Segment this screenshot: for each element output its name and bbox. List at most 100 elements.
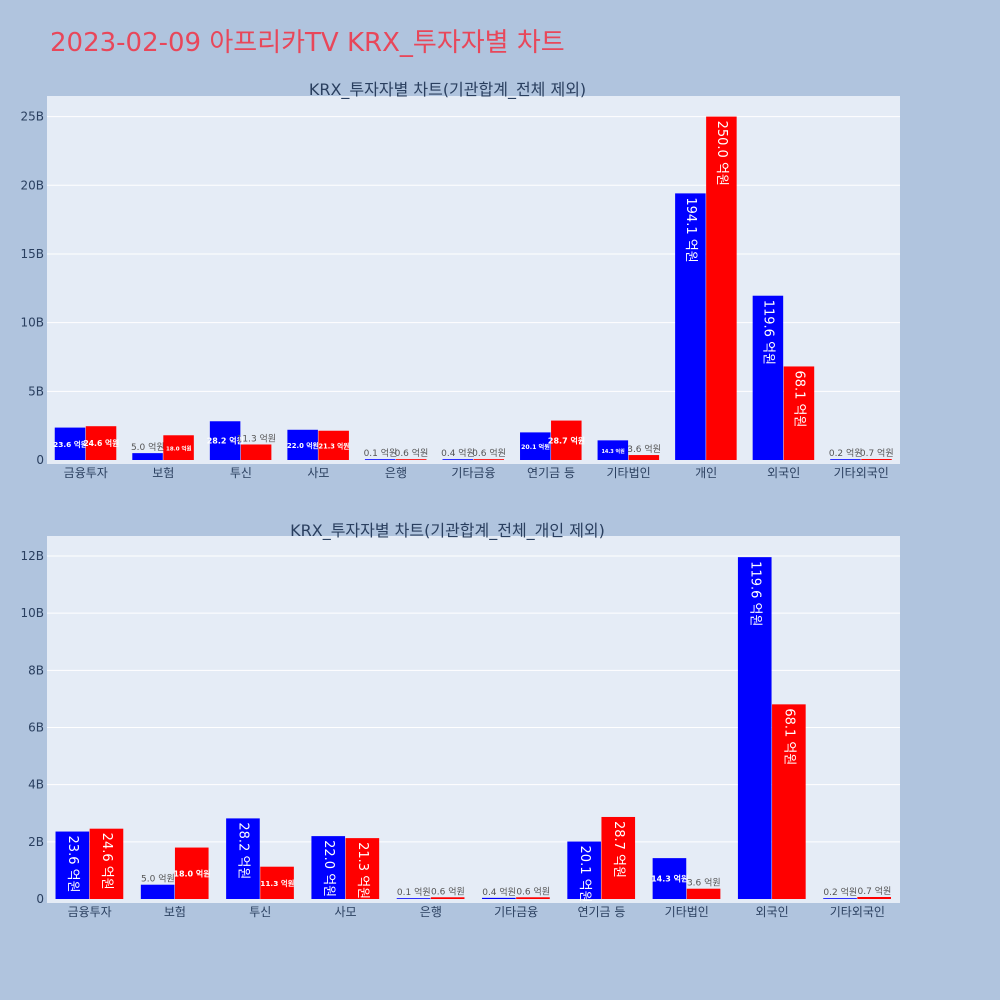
data-label: 68.1 억원 <box>792 370 807 427</box>
data-label: 119.6 억원 <box>761 300 776 365</box>
x-tick-label: 기타외국인 <box>834 466 889 480</box>
y-tick-label: 0 <box>36 892 44 906</box>
data-label: 22.0 억원 <box>321 840 336 897</box>
data-label: 11.3 억원 <box>260 879 294 888</box>
x-tick-label: 외국인 <box>767 466 800 480</box>
y-tick-label: 8B <box>28 663 44 677</box>
data-label: 20.1 억원 <box>577 846 592 903</box>
chart-title: KRX_투자자별 차트(기관합계_전체_개인 제외) <box>290 521 605 541</box>
y-tick-label: 20B <box>20 178 44 192</box>
data-label: 21.3 억원 <box>319 441 350 450</box>
data-label: 0.4 억원 <box>482 886 516 898</box>
x-tick-label: 사모 <box>335 905 357 919</box>
data-label: 250.0 억원 <box>714 121 729 186</box>
data-label: 0.7 억원 <box>858 885 892 897</box>
x-tick-label: 은행 <box>420 904 442 919</box>
x-tick-label: 개인 <box>695 466 717 480</box>
x-tick-label: 기타금융 <box>494 905 538 919</box>
x-tick-label: 은행 <box>385 465 407 480</box>
data-label: 23.6 억원 <box>53 440 88 449</box>
y-tick-label: 10B <box>20 316 44 330</box>
bar-buy <box>823 898 857 899</box>
bar-buy <box>652 858 687 899</box>
data-label: 0.1 억원 <box>397 886 431 898</box>
bar-sell <box>601 816 636 899</box>
bar-buy <box>442 459 473 460</box>
x-tick-label: 금융투자 <box>68 905 112 919</box>
bar-sell <box>89 828 124 899</box>
x-tick-label: 투신 <box>230 466 252 480</box>
bar-sell <box>783 366 815 460</box>
bar-sell <box>516 897 550 899</box>
x-tick-label: 금융투자 <box>64 466 108 480</box>
data-label: 28.7 억원 <box>548 435 585 445</box>
data-label: 68.1 억원 <box>782 708 797 765</box>
x-tick-label: 기타금융 <box>451 466 495 480</box>
data-label: 14.3 억원 <box>601 448 625 455</box>
chart-2: KRX_투자자별 차트(기관합계_전체_개인 제외) 0 2B 4B 6B 8B 10B 12… <box>20 521 900 919</box>
bar-sell <box>85 426 117 460</box>
data-label: 0.1 억원 <box>364 447 398 459</box>
data-label: 0.6 억원 <box>431 885 465 897</box>
data-label: 28.7 억원 <box>611 821 626 878</box>
bar-sell <box>345 838 380 899</box>
x-tick-label: 기타외국인 <box>830 905 885 919</box>
data-label: 11.3 억원 <box>237 432 276 444</box>
bar-sell <box>318 430 349 460</box>
data-label: 0.6 억원 <box>516 885 550 897</box>
bar-buy <box>752 295 784 460</box>
bar-sell <box>861 459 892 460</box>
bar-buy <box>226 818 260 899</box>
bar-sell <box>628 455 660 460</box>
data-label: 5.0 억원 <box>141 873 175 885</box>
y-tick-label: 2B <box>28 835 44 849</box>
x-tick-label: 기타법인 <box>665 905 709 919</box>
data-label: 18.0 억원 <box>173 868 210 878</box>
bar-buy <box>597 440 629 460</box>
data-label: 28.2 억원 <box>207 436 244 446</box>
data-label: 21.3 억원 <box>355 842 370 899</box>
chart-1: KRX_투자자별 차트(기관합계_전체 제외) 0 5B 10B 15B 20B 25B 금융… <box>20 80 900 480</box>
y-tick-label: 0 <box>36 453 44 467</box>
data-label: 24.6 억원 <box>83 438 119 448</box>
x-tick-label: 연기금 등 <box>527 466 575 480</box>
data-label: 0.2 억원 <box>823 886 857 898</box>
data-label: 24.6 억원 <box>99 833 114 890</box>
data-label: 0.7 억원 <box>860 447 894 459</box>
bar-buy <box>364 459 396 460</box>
bar-sell <box>430 897 465 899</box>
data-label: 0.6 억원 <box>472 447 506 459</box>
x-tick-label: 투신 <box>249 905 271 919</box>
x-tick-label: 외국인 <box>755 905 788 919</box>
y-tick-label: 4B <box>28 778 44 792</box>
bar-sell <box>240 444 272 460</box>
x-tick-label: 연기금 등 <box>577 905 625 919</box>
bar-buy <box>287 429 318 460</box>
bar-buy <box>482 897 516 899</box>
y-tick-label: 10B <box>20 606 44 620</box>
data-label: 18.0 억원 <box>166 445 192 453</box>
chart-title: KRX_투자자별 차트(기관합계_전체 제외) <box>309 80 586 100</box>
data-label: 14.3 억원 <box>651 874 688 884</box>
y-tick-label: 6B <box>28 721 44 735</box>
bar-buy <box>737 557 772 899</box>
bar-buy <box>55 831 90 899</box>
data-label: 5.0 억원 <box>131 441 165 453</box>
y-tick-label: 15B <box>20 247 44 261</box>
data-label: 119.6 억원 <box>747 561 762 626</box>
bar-buy <box>209 421 241 460</box>
bar-buy <box>567 841 601 899</box>
bar-buy <box>520 432 551 460</box>
bar-buy <box>140 884 175 899</box>
bar-buy <box>675 193 706 460</box>
bar-sell <box>686 888 721 899</box>
data-label: 0.6 억원 <box>395 447 429 459</box>
data-label: 22.0 억원 <box>287 441 319 450</box>
y-tick-label: 12B <box>20 549 44 563</box>
bar-sell <box>551 420 582 460</box>
bar-buy <box>132 453 163 460</box>
bar-sell <box>857 896 891 899</box>
data-label: 23.6 억원 <box>65 836 80 893</box>
bar-sell <box>260 866 294 899</box>
